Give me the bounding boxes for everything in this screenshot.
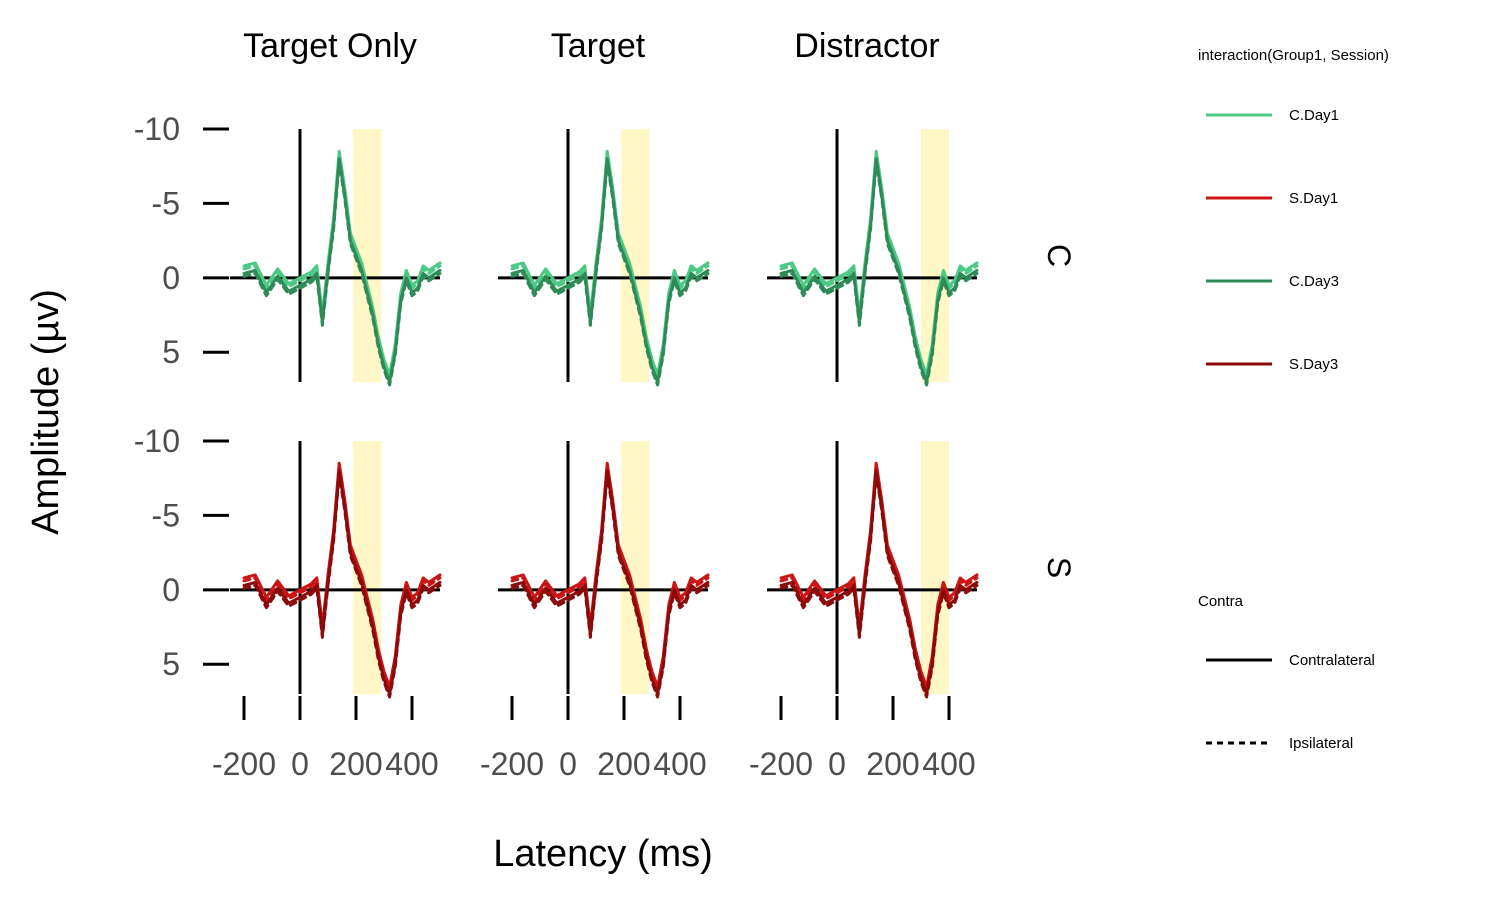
- legend-linetype-title: Contra: [1198, 593, 1244, 610]
- x-tick-label: 400: [922, 746, 975, 782]
- legend-label: Contralateral: [1289, 652, 1375, 669]
- legend-label: C.Day1: [1289, 107, 1339, 124]
- series-line-c-day3-ipsilateral: [779, 160, 979, 387]
- y-tick-label: 0: [162, 572, 180, 608]
- facet-row-title: C: [1041, 244, 1077, 267]
- y-tick-label: -5: [152, 497, 180, 533]
- legend-label: S.Day1: [1289, 190, 1338, 207]
- x-tick-label: 200: [329, 746, 382, 782]
- panel-S-target: [498, 441, 710, 699]
- legend-label: C.Day3: [1289, 273, 1339, 290]
- x-tick-label: 0: [291, 746, 309, 782]
- series-line-s-day3-ipsilateral: [242, 472, 442, 699]
- panels-layer: [230, 129, 979, 699]
- y-tick-label: 0: [162, 260, 180, 296]
- x-tick-label: 400: [653, 746, 706, 782]
- facet-row-title: S: [1041, 557, 1077, 578]
- facet-column-title: Distractor: [794, 27, 939, 65]
- x-tick-label: -200: [749, 746, 813, 782]
- series-line-c-day3-ipsilateral: [510, 160, 710, 387]
- panel-C-target: [498, 129, 710, 387]
- series-line-s-day3-ipsilateral: [510, 472, 710, 699]
- series-line-c-day1-ipsilateral: [510, 152, 710, 379]
- y-tick-label: 5: [162, 334, 180, 370]
- x-tick-label: 200: [866, 746, 919, 782]
- facet-column-title: Target Only: [243, 27, 417, 65]
- panel-C-target-only: [230, 129, 442, 387]
- y-axis-title: Amplitude (µv): [25, 289, 67, 535]
- y-tick-label: -10: [134, 423, 180, 459]
- series-line-c-day3-ipsilateral: [242, 160, 442, 387]
- highlight-window: [921, 441, 949, 694]
- x-tick-label: 200: [597, 746, 650, 782]
- series-line-s-day1-ipsilateral: [242, 464, 442, 691]
- legend-label: Ipsilateral: [1289, 735, 1353, 752]
- x-axis-title: Latency (ms): [493, 833, 713, 875]
- panel-S-target-only: [230, 441, 442, 699]
- series-line-s-day1-ipsilateral: [510, 464, 710, 691]
- series-line-c-day1-ipsilateral: [779, 152, 979, 379]
- legend-color-title: interaction(Group1, Session): [1198, 47, 1389, 64]
- series-line-s-day1-ipsilateral: [779, 464, 979, 691]
- series-line-s-day3-contralateral: [510, 469, 710, 696]
- ticks-layer: -10-505-10-505-200 0 200 400 -200 0 200 400 -200…: [134, 111, 976, 782]
- x-tick-label: 400: [385, 746, 438, 782]
- legend: interaction(Group1, Session) C.Day1 S.Day1…: [1198, 47, 1389, 752]
- series-line-c-day3-contralateral: [510, 157, 710, 384]
- y-tick-label: -5: [152, 185, 180, 221]
- y-tick-label: 5: [162, 646, 180, 682]
- series-line-c-day1-ipsilateral: [242, 152, 442, 379]
- legend-label: S.Day3: [1289, 356, 1338, 373]
- highlight-window: [921, 129, 949, 382]
- x-tick-label: 0: [828, 746, 846, 782]
- panel-S-distractor: [767, 441, 979, 699]
- facet-column-title: Target: [551, 27, 646, 65]
- y-tick-label: -10: [134, 111, 180, 147]
- series-line-s-day3-ipsilateral: [779, 472, 979, 699]
- panel-C-distractor: [767, 129, 979, 387]
- series-line-s-day3-contralateral: [242, 469, 442, 696]
- x-tick-label: -200: [480, 746, 544, 782]
- series-line-c-day3-contralateral: [242, 157, 442, 384]
- x-tick-label: -200: [212, 746, 276, 782]
- x-tick-label: 0: [559, 746, 577, 782]
- labels-layer: Target Only Target Distractor C S Latency (ms…: [25, 27, 1077, 875]
